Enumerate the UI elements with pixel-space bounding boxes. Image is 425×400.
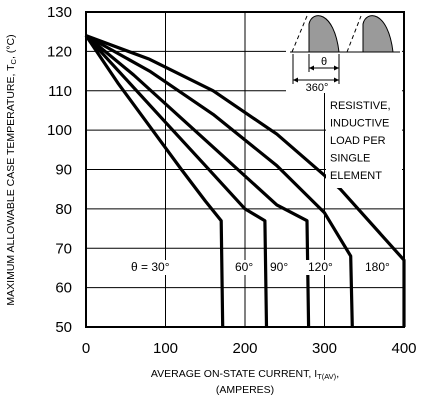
y-tick-label: 110 <box>48 83 72 100</box>
x-axis-title-line2: (AMPERES) <box>216 384 274 396</box>
series-label-bg <box>233 260 258 275</box>
series-label-3: 90° <box>270 260 288 274</box>
annotation: RESISTIVE, INDUCTIVE LOAD PER SINGLE ELEMENT <box>330 100 391 182</box>
series-label-bg <box>306 260 338 275</box>
series-line-3 <box>84 34 311 328</box>
y-tick-label: 70 <box>55 240 72 257</box>
plot-frame <box>85 11 405 328</box>
series-line-1 <box>84 34 225 328</box>
annotation-box <box>326 92 402 188</box>
y-tick-label: 130 <box>47 4 72 21</box>
series-label-bg <box>363 260 395 275</box>
y-tick-label: 100 <box>47 122 72 139</box>
annotation-line: ELEMENT <box>330 170 382 182</box>
series-label-2: 60° <box>235 260 253 274</box>
theta-label: θ <box>321 56 327 68</box>
series-line-4 <box>85 34 354 328</box>
series-label-1: θ = 30° <box>131 260 170 274</box>
y-tick-labels: 50 60 70 80 90 100 110 120 130 <box>47 4 72 336</box>
waveform-inset: θ 360° <box>286 13 402 94</box>
curves: θ = 30° 60° 90° 120° 180° <box>84 34 406 328</box>
annotation-line: INDUCTIVE <box>330 118 389 130</box>
y-tick-label: 120 <box>47 43 72 60</box>
y-tick-label: 90 <box>55 162 72 179</box>
series-line-2 <box>84 34 269 328</box>
y-tick-label: 80 <box>55 201 72 218</box>
period-label: 360° <box>306 82 329 94</box>
x-tick-labels: 0 100 200 300 400 <box>82 340 417 357</box>
x-tick-label: 100 <box>153 340 178 357</box>
annotation-line: LOAD PER <box>330 135 386 147</box>
series-label-bg <box>129 260 181 275</box>
x-tick-label: 300 <box>312 340 337 357</box>
x-tick-label: 400 <box>391 340 416 357</box>
series-label-5: 180° <box>365 260 390 274</box>
y-axis-title: MAXIMUM ALLOWABLE CASE TEMPERATURE, TC, … <box>5 34 18 305</box>
annotation-line: RESISTIVE, <box>330 100 391 112</box>
series-label-4: 120° <box>308 260 333 274</box>
waveform-pulse-1-fill <box>308 15 340 53</box>
x-tick-label: 0 <box>82 340 90 357</box>
x-axis-title: AVERAGE ON-STATE CURRENT, IT(AV), <box>151 368 339 381</box>
y-tick-label: 60 <box>55 280 72 297</box>
series-label-bg <box>268 260 293 275</box>
y-tick-label: 50 <box>55 319 72 336</box>
x-tick-label: 200 <box>232 340 257 357</box>
waveform-pulse-2-fill <box>362 15 394 53</box>
annotation-line: SINGLE <box>330 153 370 165</box>
